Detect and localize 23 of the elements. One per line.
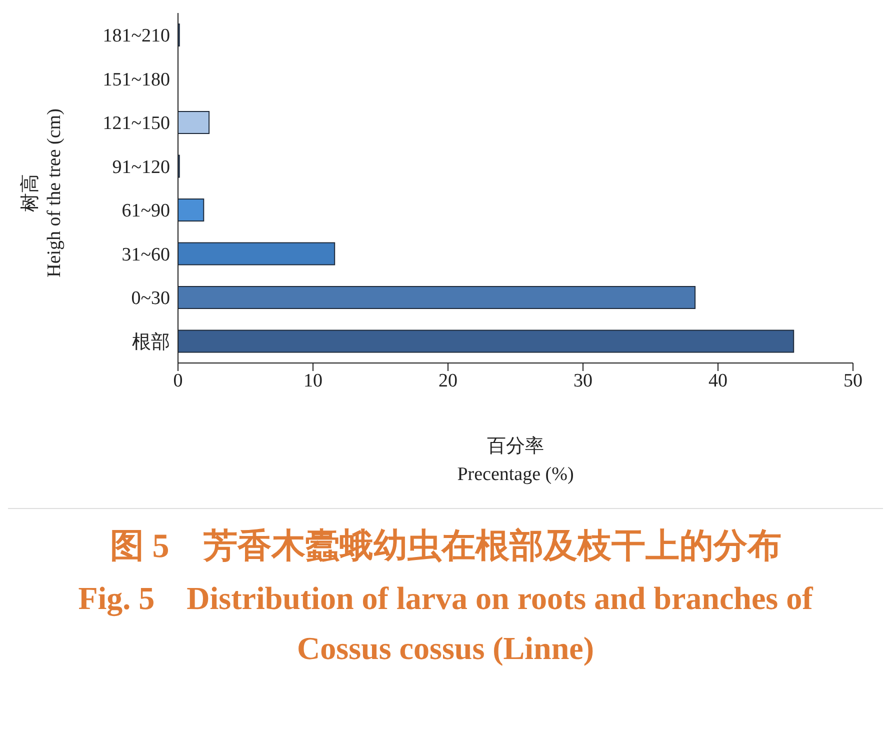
bar: [178, 198, 204, 222]
bar: [178, 111, 210, 134]
y-tick-label: 31~60: [122, 244, 170, 266]
x-tick-label: 0: [173, 370, 183, 392]
text: 图 5 芳香木蠹蛾幼虫在根部及枝干上的分布: [108, 526, 782, 567]
x-tick-label: 10: [304, 370, 322, 392]
bar: [178, 242, 336, 266]
y-tick-label: 181~210: [102, 26, 170, 47]
x-tick-label: 30: [574, 370, 592, 392]
y-axis-title: 树高 Heigh of the tree (cm): [19, 108, 66, 278]
bar: [178, 286, 696, 309]
y-tick-label: 0~30: [131, 288, 170, 310]
text: Fig. 5 Distribution of larva on roots and branches of Cossus cossus (Linne): [77, 579, 814, 668]
y-tick-label: 91~120: [112, 156, 170, 178]
bar: [178, 330, 794, 353]
y-tick-label: 61~90: [122, 200, 170, 222]
y-tick-label: 151~180: [102, 69, 170, 90]
x-axis-title: 百分率 Precentage (%): [456, 435, 575, 487]
y-tick-label: 121~150: [102, 113, 170, 134]
x-tick-label: 40: [708, 370, 728, 392]
x-tick-label: 50: [844, 370, 862, 392]
y-tick-label: 根部: [132, 330, 170, 353]
x-tick-label: 20: [438, 370, 458, 392]
